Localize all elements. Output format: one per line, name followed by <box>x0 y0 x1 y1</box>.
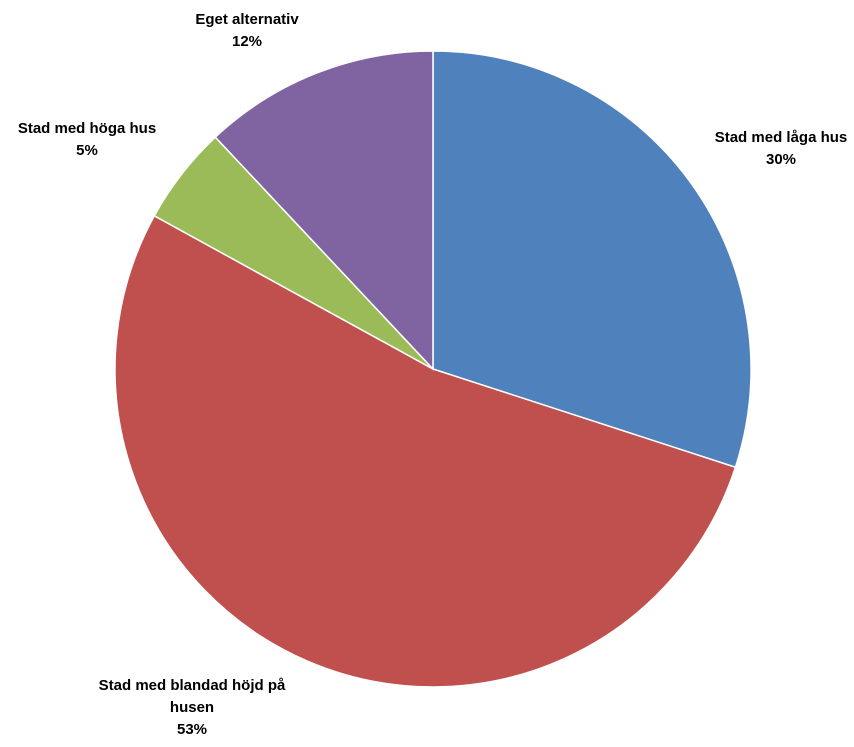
slice-percent-label: 30% <box>766 151 796 168</box>
slice-label-2: Stad med höga hus 5% <box>18 120 156 159</box>
slice-category-label: Eget alternativ <box>195 11 299 28</box>
slice-percent-label: 53% <box>177 721 207 738</box>
slice-category-label: Stad med höga hus <box>18 120 156 137</box>
pie-slice-1 <box>114 214 737 688</box>
slice-label-3: Eget alternativ 12% <box>195 11 299 50</box>
slice-label-1: Stad med blandad höjd på husen 53% <box>99 677 286 738</box>
slice-label-0: Stad med låga hus 30% <box>715 129 848 168</box>
pie-data-labels: Stad med låga hus 30% Stad med blandad höj… <box>18 11 847 738</box>
pie-slice-0 <box>432 50 752 469</box>
slice-category-label: Stad med blandad höjd på <box>99 677 286 694</box>
pie-slice-3 <box>214 50 434 371</box>
slice-category-label: husen <box>170 699 214 716</box>
slice-percent-label: 5% <box>76 142 98 159</box>
slice-category-label: Stad med låga hus <box>715 129 848 146</box>
pie-slices <box>114 50 752 688</box>
slice-percent-label: 12% <box>232 33 262 50</box>
